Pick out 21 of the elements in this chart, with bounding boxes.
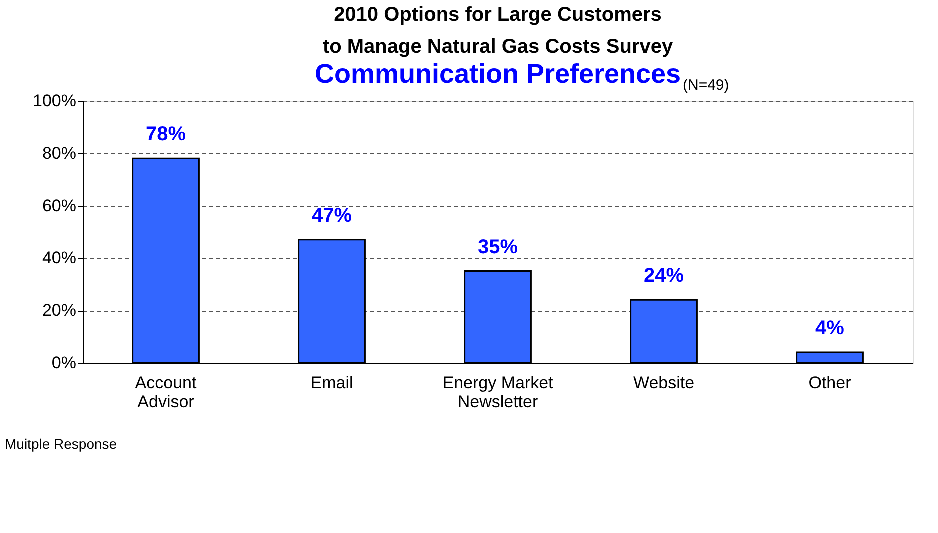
y-tick-label: 80% xyxy=(42,144,76,163)
data-label: 35% xyxy=(478,236,518,258)
chart-subtitle: Communication Preferences xyxy=(314,59,682,89)
text: Muitple Response xyxy=(5,436,118,452)
y-tick-label: 100% xyxy=(33,92,76,110)
x-tick-label: Other xyxy=(808,374,852,392)
x-tick-label: Account Advisor xyxy=(135,374,197,412)
x-tick-label: Energy Market Newsletter xyxy=(442,374,554,412)
data-label: 78% xyxy=(146,124,186,146)
text: to Manage Natural Gas Costs Survey xyxy=(322,36,674,58)
data-label: 4% xyxy=(816,318,845,340)
y-tick-label: 0% xyxy=(52,354,76,372)
y-tick-label: 40% xyxy=(42,248,76,268)
text: 2010 Options for Large Customers xyxy=(334,4,662,26)
data-label: 47% xyxy=(312,204,352,227)
text: (N=49) xyxy=(683,77,730,94)
x-tick-label: Website xyxy=(633,374,695,392)
y-tick-label: 20% xyxy=(42,301,76,320)
data-label: 24% xyxy=(644,265,684,288)
y-tick-label: 60% xyxy=(42,196,76,216)
x-tick-label: Email xyxy=(310,374,354,392)
